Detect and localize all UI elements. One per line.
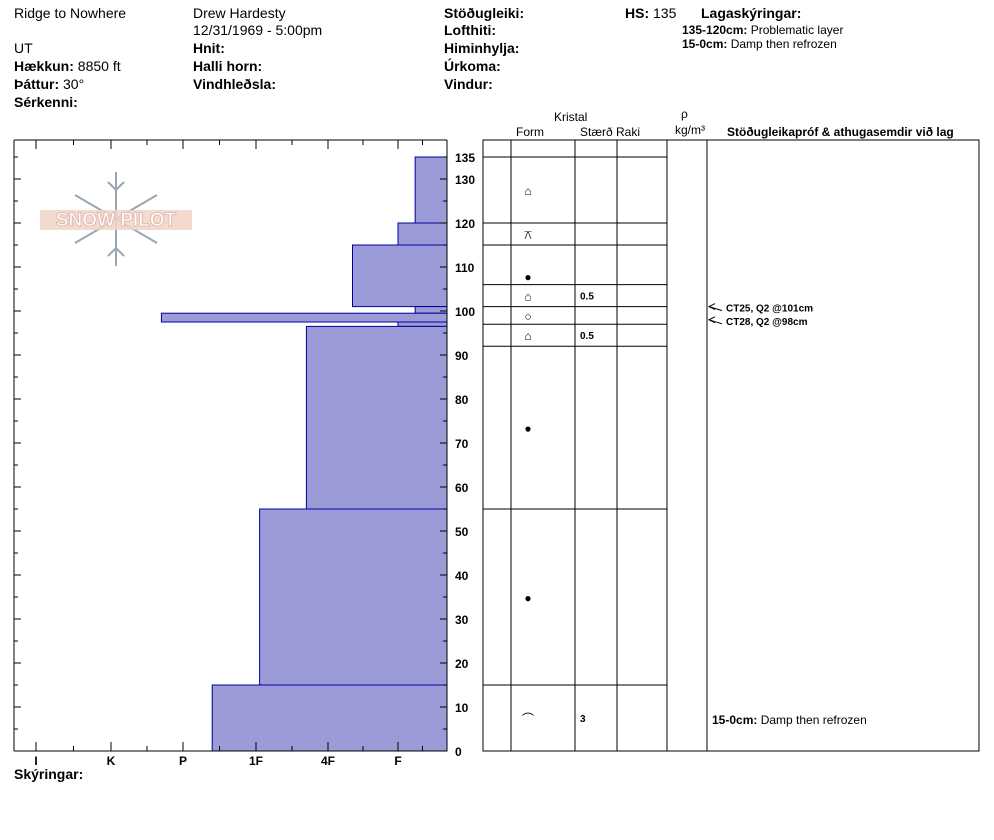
grain-form-symbol: ⌂ bbox=[524, 290, 531, 304]
comments-label: Skýringar: bbox=[14, 766, 84, 782]
y-tick-label: 130 bbox=[455, 173, 475, 187]
grain-form-symbol: ● bbox=[524, 591, 531, 605]
stability-test-text: CT25, Q2 @101cm bbox=[726, 304, 813, 315]
grain-form-symbol: ○ bbox=[524, 309, 531, 323]
x-tick-label: 1F bbox=[249, 754, 263, 768]
grain-size-value: 0.5 bbox=[580, 331, 594, 342]
hs-row: HS: 135 bbox=[625, 5, 676, 21]
layer-note-range: 135-120cm: bbox=[682, 23, 748, 37]
crystal-header: Kristal bbox=[554, 110, 588, 124]
hs-value: 135 bbox=[653, 5, 677, 21]
hardness-bar bbox=[160, 312, 448, 323]
logo-banner bbox=[40, 210, 192, 230]
layer-note-text: Damp then refrozen bbox=[730, 37, 837, 51]
grain-form-symbol: ⌂ bbox=[524, 184, 531, 198]
elevation-label: Hækkun: bbox=[14, 58, 74, 74]
elevation-value: 8850 ft bbox=[77, 58, 121, 74]
hs-label: HS: bbox=[625, 5, 650, 21]
aspect-row: Þáttur: 30° bbox=[14, 76, 84, 92]
hardness-bar bbox=[352, 244, 448, 308]
y-tick-label: 110 bbox=[455, 261, 475, 275]
moisture-header: Raki bbox=[616, 125, 641, 139]
grain-size-value: 3 bbox=[580, 714, 586, 725]
rho-header: ρ bbox=[681, 107, 688, 121]
y-tick-label: 20 bbox=[455, 657, 469, 671]
grain-form-symbol: ⌒ bbox=[522, 712, 534, 726]
hardness-bar bbox=[305, 325, 448, 510]
x-tick-label: P bbox=[179, 754, 187, 768]
location-name: Ridge to Nowhere bbox=[14, 5, 127, 21]
aspect-label: Þáttur: bbox=[14, 76, 60, 92]
tests-header: Stöðugleikapróf & athugasemdir við lag bbox=[727, 125, 954, 139]
y-tick-label: 40 bbox=[455, 569, 469, 583]
hardness-bar bbox=[397, 321, 448, 327]
precip-label: Úrkoma: bbox=[444, 58, 501, 74]
layer-note-text: Problematic layer bbox=[750, 23, 844, 37]
test-arrow-line bbox=[708, 306, 723, 312]
x-tick-label: F bbox=[394, 754, 401, 768]
coords-label: Hnit: bbox=[193, 40, 225, 56]
layer-notes-label: Lagaskýringar: bbox=[701, 5, 802, 21]
snow-pilot-logo: SNOW PILOT bbox=[40, 172, 192, 266]
logo-text: SNOW PILOT bbox=[56, 210, 177, 231]
density-unit-header: kg/m³ bbox=[675, 123, 705, 137]
y-tick-label: 50 bbox=[455, 525, 469, 539]
layer-note-2: 15-0cm: Damp then refrozen bbox=[682, 38, 837, 51]
grain-form-symbol: ● bbox=[524, 270, 531, 284]
hardness-bar bbox=[211, 684, 448, 752]
grain-form-symbol: ⚻ bbox=[524, 228, 532, 242]
grain-size-value: 0.5 bbox=[580, 292, 594, 303]
observer-name: Drew Hardesty bbox=[193, 5, 286, 21]
grain-form-symbol: ● bbox=[524, 422, 531, 436]
table-comment-range: 15-0cm: bbox=[712, 713, 761, 727]
aspect-value: 30° bbox=[63, 76, 85, 92]
y-tick-label: 10 bbox=[455, 701, 469, 715]
sky-label: Himinhylja: bbox=[444, 40, 520, 56]
x-tick-label: K bbox=[107, 754, 116, 768]
features-label: Sérkenni: bbox=[14, 94, 78, 110]
air-temp-label: Lofthiti: bbox=[444, 22, 497, 38]
elevation-row: Hækkun: 8850 ft bbox=[14, 58, 121, 74]
slope-angle-label: Halli horn: bbox=[193, 58, 263, 74]
y-tick-label: 0 bbox=[455, 745, 462, 759]
x-tick-label: 4F bbox=[321, 754, 335, 768]
y-tick-label: 70 bbox=[455, 437, 469, 451]
y-tick-label: 90 bbox=[455, 349, 469, 363]
hardness-bar bbox=[414, 156, 448, 224]
y-tick-label: 100 bbox=[455, 305, 475, 319]
layer-note-1: 135-120cm: Problematic layer bbox=[682, 24, 843, 37]
x-tick-label: I bbox=[34, 754, 37, 768]
hardness-bar bbox=[259, 508, 448, 686]
y-tick-label: 80 bbox=[455, 393, 469, 407]
form-header: Form bbox=[516, 125, 544, 139]
state: UT bbox=[14, 40, 33, 56]
hardness-bar bbox=[414, 306, 448, 314]
test-arrow-line bbox=[708, 319, 723, 325]
y-tick-label: 120 bbox=[455, 217, 475, 231]
layer-note-range: 15-0cm: bbox=[682, 37, 728, 51]
table-comment-text: Damp then refrozen bbox=[761, 713, 867, 727]
grain-form-symbol: ⌂ bbox=[524, 329, 531, 343]
hardness-bar bbox=[397, 222, 448, 246]
size-header: Stærð bbox=[580, 125, 613, 139]
y-tick-label: 60 bbox=[455, 481, 469, 495]
wind-loading-label: Vindhleðsla: bbox=[193, 76, 276, 92]
observation-datetime: 12/31/1969 - 5:00pm bbox=[193, 22, 323, 38]
stability-test-text: CT28, Q2 @98cm bbox=[726, 317, 808, 328]
wind-label: Vindur: bbox=[444, 76, 493, 92]
stability-label: Stöðugleiki: bbox=[444, 5, 525, 21]
table-layer-comment: 15-0cm: Damp then refrozen bbox=[712, 713, 867, 727]
y-tick-label: 135 bbox=[455, 151, 475, 165]
y-tick-label: 30 bbox=[455, 613, 469, 627]
table-frame bbox=[482, 139, 980, 752]
